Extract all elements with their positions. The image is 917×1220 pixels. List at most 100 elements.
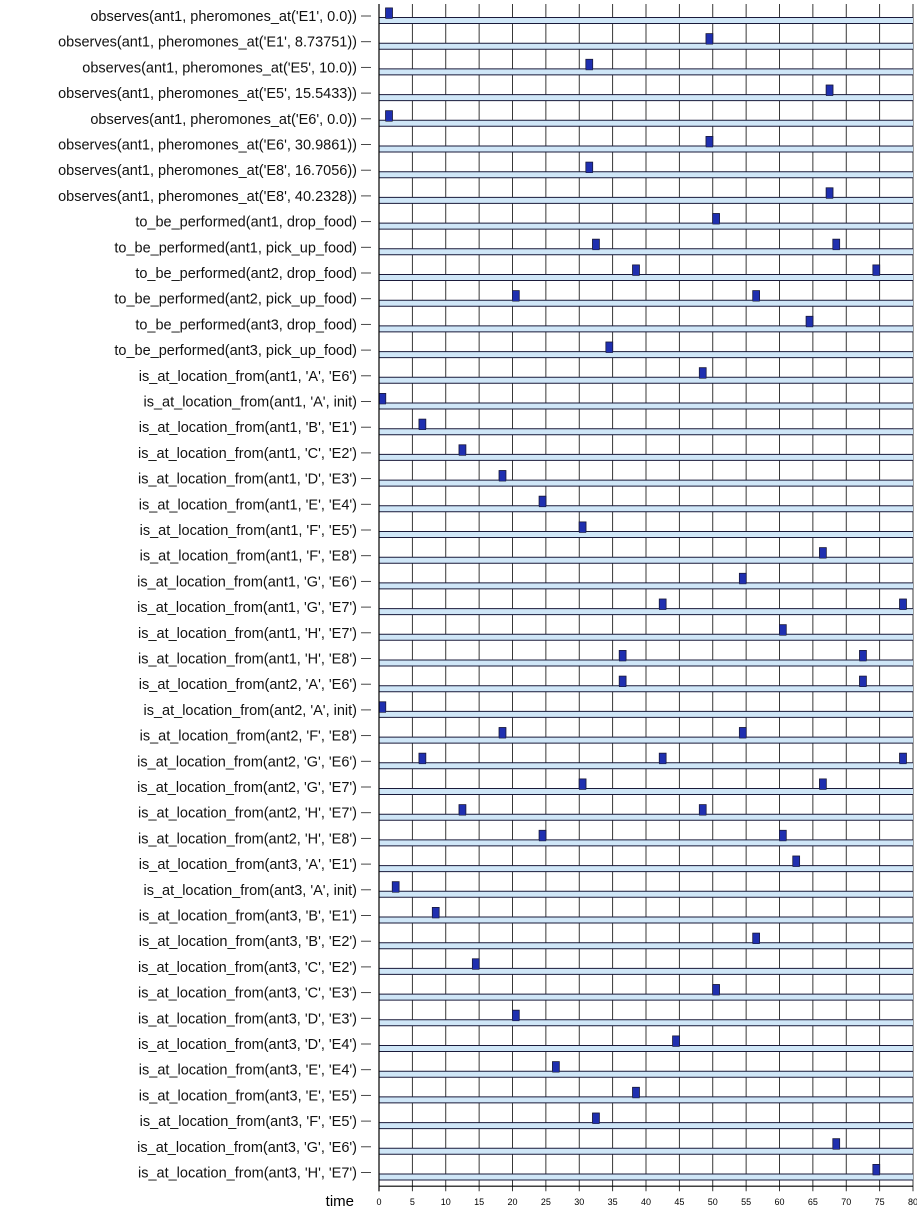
state-bar — [379, 531, 913, 538]
x-tick-label: 40 — [641, 1197, 651, 1207]
row-label: is_at_location_from(ant1, 'A', 'E6') — [139, 369, 357, 385]
state-bar — [379, 968, 913, 975]
row-label: is_at_location_from(ant1, 'B', 'E1') — [139, 420, 357, 436]
row-label: observes(ant1, pheromones_at('E5', 15.54… — [58, 86, 357, 102]
event-marker — [705, 136, 714, 148]
state-bar — [379, 942, 913, 949]
event-marker — [899, 598, 907, 610]
event-marker — [872, 264, 880, 276]
row-label: is_at_location_from(ant3, 'G', 'E6') — [137, 1140, 357, 1156]
state-bar — [379, 865, 913, 872]
event-marker — [712, 213, 720, 225]
event-marker — [458, 804, 467, 816]
event-marker — [792, 855, 800, 867]
state-bar — [379, 68, 913, 75]
event-marker — [659, 752, 667, 765]
event-marker — [585, 59, 593, 71]
row-label: is_at_location_from(ant2, 'G', 'E6') — [137, 754, 357, 770]
event-marker — [618, 650, 627, 662]
state-bar — [379, 94, 913, 101]
row-label: is_at_location_from(ant1, 'A', init) — [144, 395, 357, 411]
event-marker — [632, 1087, 640, 1099]
row-label: observes(ant1, pheromones_at('E8', 16.70… — [58, 163, 357, 179]
event-marker — [752, 290, 760, 302]
event-marker — [618, 675, 627, 688]
state-bar — [379, 634, 913, 641]
event-marker — [672, 1035, 680, 1047]
event-marker — [592, 1112, 600, 1124]
state-bar — [379, 1122, 913, 1129]
event-marker — [498, 727, 507, 739]
row-label: is_at_location_from(ant2, 'F', 'E8') — [140, 729, 357, 745]
event-marker — [552, 1061, 560, 1073]
row-label: observes(ant1, pheromones_at('E1', 0.0)) — [90, 9, 357, 25]
state-bar — [379, 994, 913, 1001]
state-bar — [379, 454, 913, 461]
state-bar — [379, 146, 913, 152]
event-marker — [832, 1138, 840, 1150]
row-label: is_at_location_from(ant3, 'F', 'E5') — [140, 1114, 357, 1130]
row-label: is_at_location_from(ant1, 'D', 'E3') — [138, 472, 357, 488]
row-label: is_at_location_from(ant3, 'C', 'E2') — [138, 960, 357, 976]
event-marker — [605, 341, 613, 353]
event-marker — [832, 239, 840, 251]
state-bar — [379, 300, 913, 307]
state-bar — [379, 325, 913, 332]
event-marker — [592, 239, 600, 251]
row-label: to_be_performed(ant3, drop_food) — [135, 317, 357, 333]
row-label: is_at_location_from(ant3, 'A', init) — [144, 883, 357, 899]
row-label: is_at_location_from(ant3, 'E', 'E4') — [139, 1063, 357, 1079]
state-bar — [379, 351, 913, 358]
x-tick-label: 35 — [608, 1197, 618, 1207]
x-tick-label: 75 — [875, 1197, 885, 1207]
row-label: observes(ant1, pheromones_at('E6', 30.98… — [58, 138, 357, 154]
row-label: observes(ant1, pheromones_at('E1', 8.737… — [58, 35, 357, 51]
state-bar — [379, 660, 913, 666]
event-marker — [779, 830, 787, 842]
event-marker — [418, 418, 427, 431]
event-marker — [578, 778, 587, 790]
x-tick-label: 80 — [908, 1197, 917, 1207]
state-bar — [379, 1071, 913, 1078]
event-marker — [739, 573, 747, 585]
state-bar — [379, 685, 913, 692]
state-bar — [379, 814, 913, 821]
state-bar — [379, 17, 913, 24]
event-marker — [585, 161, 593, 173]
state-bar — [379, 403, 913, 409]
event-marker — [458, 444, 467, 456]
event-marker — [859, 675, 867, 688]
state-bar — [379, 171, 913, 178]
event-marker — [712, 984, 720, 996]
row-label: is_at_location_from(ant1, 'E', 'E4') — [139, 497, 357, 513]
state-bar — [379, 788, 913, 795]
event-marker — [538, 495, 547, 508]
event-marker — [512, 1009, 520, 1022]
row-label: observes(ant1, pheromones_at('E8', 40.23… — [58, 189, 357, 205]
state-bar — [379, 891, 913, 898]
event-marker — [825, 84, 834, 96]
row-label: is_at_location_from(ant3, 'C', 'E3') — [138, 986, 357, 1002]
row-label: is_at_location_from(ant3, 'D', 'E3') — [138, 1011, 357, 1027]
state-bar — [379, 1096, 913, 1103]
row-label: is_at_location_from(ant1, 'G', 'E7') — [137, 600, 357, 616]
event-marker — [385, 110, 393, 122]
x-tick-label: 45 — [674, 1197, 684, 1207]
state-bar — [379, 248, 913, 255]
event-marker — [512, 290, 520, 302]
event-marker — [432, 907, 440, 919]
row-label: is_at_location_from(ant1, 'C', 'E2') — [138, 446, 357, 462]
row-label: is_at_location_from(ant1, 'G', 'E6') — [137, 574, 357, 590]
state-bar — [379, 377, 913, 384]
state-bar — [379, 274, 913, 281]
state-bar — [379, 480, 913, 487]
state-bar — [379, 839, 913, 846]
event-marker — [779, 624, 787, 636]
event-marker — [819, 547, 827, 559]
state-bar — [379, 1174, 913, 1180]
event-marker — [805, 316, 814, 328]
state-bar — [379, 1045, 913, 1052]
row-label: is_at_location_from(ant3, 'D', 'E4') — [138, 1037, 357, 1053]
event-marker — [872, 1164, 880, 1176]
